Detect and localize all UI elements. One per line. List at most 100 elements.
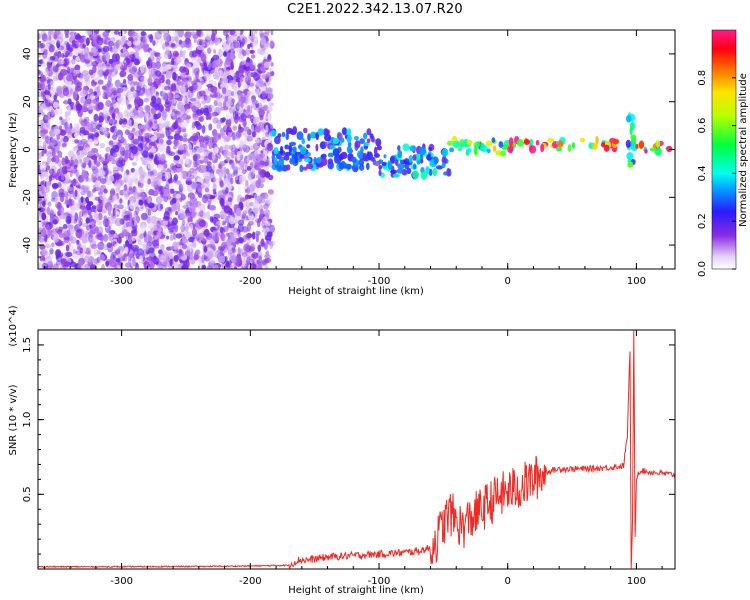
spectrogram-cell xyxy=(120,39,124,48)
spectrogram-cell xyxy=(127,40,132,47)
spectrogram-cell xyxy=(378,159,384,165)
spectrogram-cell xyxy=(70,228,75,235)
spectrogram-cell xyxy=(93,186,101,192)
spectrogram-cell xyxy=(168,151,176,157)
spectrogram-cell xyxy=(138,56,144,62)
spectrogram-cell xyxy=(579,137,586,143)
spectrogram-cell xyxy=(49,209,55,217)
spectrogram-cell xyxy=(90,148,99,154)
spectrogram-cell xyxy=(130,80,136,90)
spectrogram-cell xyxy=(150,261,155,269)
snr-x-axis-label: Height of straight line (km) xyxy=(288,585,424,596)
spectrogram-cell xyxy=(51,109,55,118)
spectrogram-cell xyxy=(43,37,50,42)
spectrogram-cell xyxy=(168,206,172,212)
spectrogram-cell xyxy=(346,134,352,144)
spectrogram-cell xyxy=(51,149,56,158)
spectrogram-cell xyxy=(547,138,555,143)
spectrogram-cell xyxy=(244,76,251,85)
spectrogram-cell xyxy=(273,147,279,155)
spectrogram-cell xyxy=(204,73,211,81)
spectrogram-cell xyxy=(217,78,223,84)
spectrogram-cell xyxy=(397,163,405,170)
spectrogram-cell xyxy=(132,258,136,267)
spectrogram-cell xyxy=(168,251,174,259)
spectrogram-cell xyxy=(131,175,139,183)
spectrogram-cell xyxy=(220,181,224,188)
spectrogram-cell xyxy=(103,188,108,194)
spectrogram-cell xyxy=(70,128,75,134)
spectrogram-cell xyxy=(98,156,105,163)
spectrogram-cell xyxy=(52,65,59,73)
spectrogram-cell xyxy=(190,148,197,156)
spectrogram-cell xyxy=(175,180,182,185)
spectrogram-cell xyxy=(133,169,141,177)
spectrogram-cell xyxy=(188,244,193,253)
spectrogram-cell xyxy=(213,99,218,107)
spectrogram-cell xyxy=(148,222,156,231)
spectrogram-cell xyxy=(383,154,387,159)
spectrogram-cell xyxy=(153,78,161,86)
spectrogram-cell xyxy=(87,138,93,146)
spectrogram-cell xyxy=(214,250,219,259)
spectrogram-cell xyxy=(171,36,175,42)
spectrogram-cell xyxy=(191,80,197,86)
spectrogram-cell xyxy=(68,85,75,94)
spectrogram-cell xyxy=(262,115,268,120)
spectrogram-cell xyxy=(516,139,525,147)
spectrogram-cell xyxy=(38,237,45,243)
spectrogram-cell xyxy=(59,116,63,121)
spectrogram-cell xyxy=(162,33,170,42)
spectrogram-cell xyxy=(216,232,221,237)
spectrogram-cell xyxy=(195,249,201,256)
spectrogram-cell xyxy=(182,50,186,56)
spectrogram-cell xyxy=(120,231,125,238)
spectrogram-cell xyxy=(247,129,252,136)
spectrogram-y-tick-label: 0 xyxy=(22,146,33,152)
spectrogram-cell xyxy=(38,70,42,75)
spectrogram-cell xyxy=(179,50,184,58)
spectrogram-cell xyxy=(310,131,316,138)
spectrogram-cell xyxy=(134,220,138,226)
spectrogram-cell xyxy=(80,55,86,63)
spectrogram-cell xyxy=(194,96,201,104)
spectrogram-cell xyxy=(174,228,179,234)
spectrogram-cell xyxy=(198,219,206,228)
spectrogram-cell xyxy=(218,163,222,170)
spectrogram-cell xyxy=(237,79,242,87)
spectrogram-cell xyxy=(75,158,83,168)
spectrogram-cell xyxy=(132,65,138,73)
spectrogram-x-tick-label: 0 xyxy=(505,276,511,287)
spectrogram-cell xyxy=(163,219,169,226)
spectrogram-cell xyxy=(231,145,235,152)
spectrogram-cell xyxy=(529,145,537,154)
spectrogram-cell xyxy=(125,58,133,68)
spectrogram-cell xyxy=(397,145,401,152)
spectrogram-cell xyxy=(366,128,372,136)
spectrogram-cell xyxy=(95,152,100,158)
spectrogram-cell xyxy=(315,143,319,152)
spectrogram-cell xyxy=(156,97,162,106)
spectrogram-cell xyxy=(188,142,194,151)
spectrogram-cell xyxy=(266,231,273,238)
spectrogram-cell xyxy=(221,37,226,46)
spectrogram-cell xyxy=(121,123,127,128)
spectrogram-cell xyxy=(188,76,192,83)
spectrogram-cell xyxy=(253,33,258,42)
spectrogram-cell xyxy=(203,246,208,253)
spectrogram-cell xyxy=(238,161,242,171)
spectrogram-cell xyxy=(288,144,293,153)
spectrogram-cell xyxy=(246,155,250,163)
spectrogram-cell xyxy=(236,36,243,41)
spectrogram-cell xyxy=(52,109,58,115)
spectrogram-cell xyxy=(109,188,116,197)
spectrogram-cell xyxy=(45,119,51,128)
spectrogram-cell xyxy=(140,136,147,142)
spectrogram-cell xyxy=(209,240,216,245)
spectrogram-cell xyxy=(123,184,128,192)
spectrogram-cell xyxy=(256,259,260,264)
spectrogram-cell xyxy=(63,99,69,105)
spectrogram-cell xyxy=(246,57,250,63)
spectrogram-cell xyxy=(303,127,308,134)
spectrogram-cell xyxy=(83,162,86,169)
